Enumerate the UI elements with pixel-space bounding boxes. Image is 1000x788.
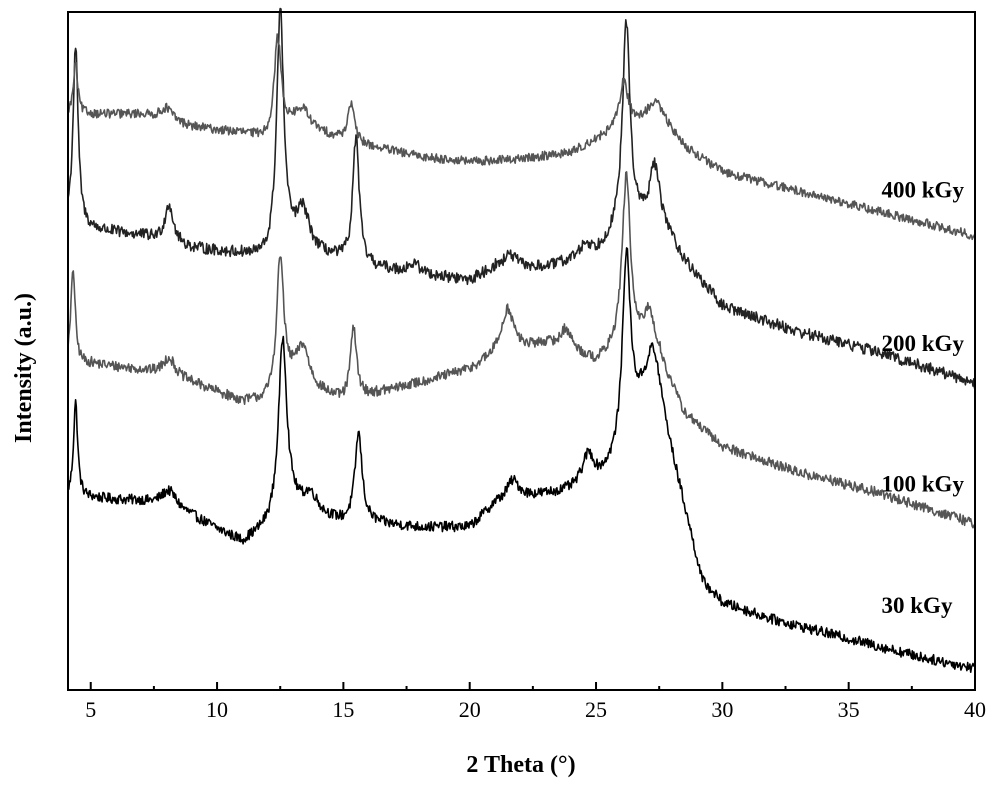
series-label: 200 kGy [882,331,965,356]
x-ticks: 5 10 15 20 25 30 35 40 [85,682,986,722]
x-tick-label: 5 [85,697,96,722]
series-labels: 30 kGy 100 kGy 200 kGy 400 kGy [882,177,965,618]
series-label: 30 kGy [882,593,953,618]
plot-frame [67,11,976,691]
plot-area: 5 10 15 20 25 30 35 40 30 kGy 100 kGy 200 kGy 400 … [67,7,986,722]
series-line-30-kgy [67,247,975,673]
series-layer [67,7,976,673]
series-line-400-kgy [67,33,976,241]
x-tick-label: 30 [711,697,733,722]
x-tick-label: 25 [585,697,607,722]
series-label: 400 kGy [882,177,965,202]
series-line-200-kgy [67,7,976,389]
x-tick-label: 15 [332,697,354,722]
series-line-100-kgy [67,171,976,529]
x-axis-title: 2 Theta (°) [466,752,575,778]
x-tick-label: 10 [206,697,228,722]
x-tick-label: 20 [459,697,481,722]
x-tick-label: 35 [838,697,860,722]
series-label: 100 kGy [882,472,965,497]
y-axis-title: Intensity (a.u.) [11,293,37,443]
x-tick-label: 40 [964,697,986,722]
